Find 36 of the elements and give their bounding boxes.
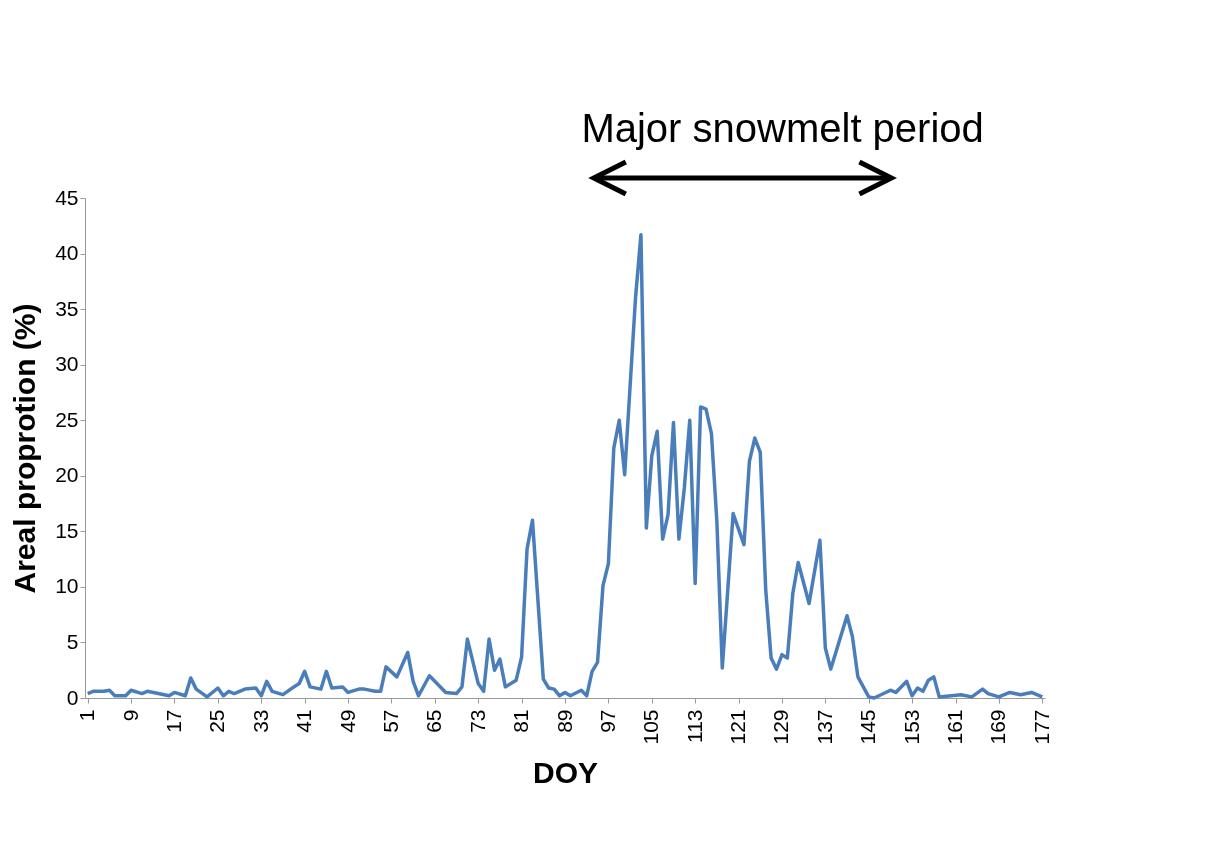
x-tick-label: 169 (986, 709, 1010, 745)
x-tick-label: 33 (248, 709, 272, 733)
x-tick-label: 1 (75, 709, 99, 722)
x-tick-label: 49 (335, 709, 359, 733)
x-tick-label: 145 (856, 709, 880, 745)
x-tick-label: 89 (552, 709, 576, 733)
x-tick-label: 161 (943, 709, 967, 745)
x-tick-label: 97 (595, 709, 619, 733)
x-tick-label: 41 (292, 709, 316, 733)
y-tick-label: 30 (55, 352, 79, 376)
x-tick-label: 177 (1029, 709, 1053, 745)
x-tick-label: 113 (682, 709, 706, 743)
x-tick-label: 137 (812, 709, 836, 745)
y-tick-label: 45 (55, 185, 79, 209)
y-tick-label: 20 (55, 463, 79, 487)
y-tick-label: 35 (55, 296, 79, 320)
y-tick-label: 0 (66, 685, 79, 709)
x-tick-label: 25 (205, 709, 229, 733)
x-tick-label: 65 (422, 709, 446, 733)
text: Major snowmelt period (581, 106, 984, 150)
y-axis-title: Areal proprotion (%) (8, 303, 42, 594)
x-tick-label: 57 (378, 709, 402, 733)
y-tick-label: 15 (55, 518, 79, 542)
x-tick-label: 9 (118, 709, 142, 722)
x-tick-label: 81 (509, 709, 533, 733)
x-tick-label: 153 (899, 709, 923, 745)
x-tick-label: 121 (726, 709, 750, 745)
x-tick-label: 73 (465, 709, 489, 733)
y-tick-label: 5 (66, 629, 79, 653)
y-tick-label: 25 (55, 407, 79, 431)
x-tick-label: 17 (161, 709, 185, 733)
x-tick-label: 129 (769, 709, 793, 745)
x-tick-label: 105 (639, 709, 663, 745)
x-axis-title: DOY (532, 755, 599, 789)
y-tick-label: 40 (55, 241, 79, 265)
y-tick-label: 10 (55, 574, 79, 598)
